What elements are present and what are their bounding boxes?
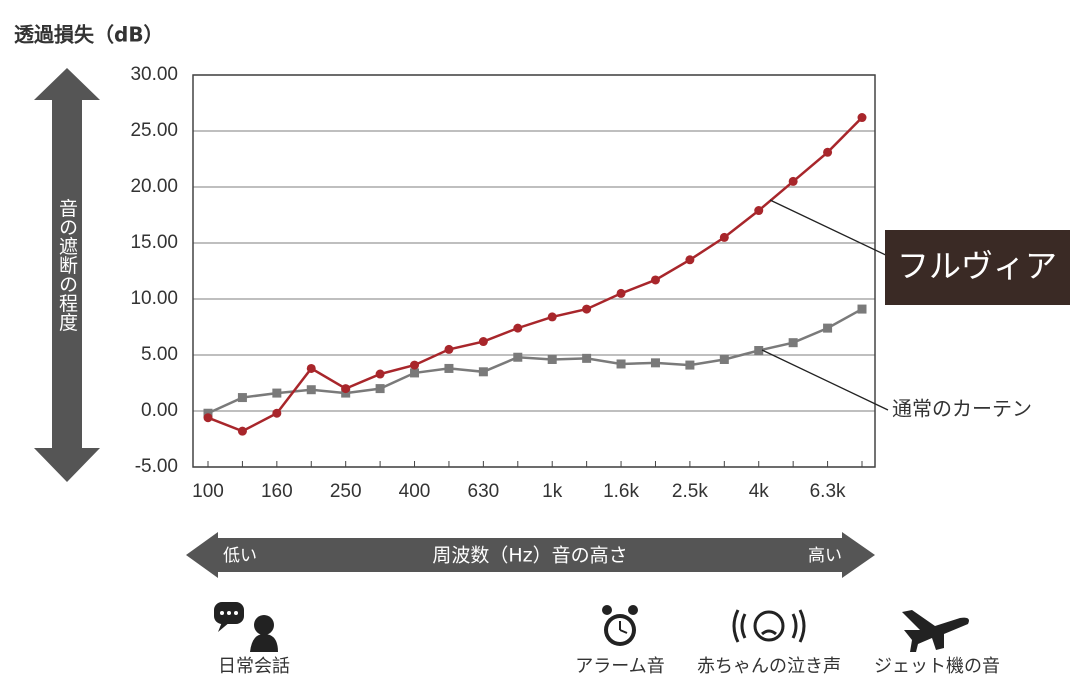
point — [685, 360, 695, 370]
point — [857, 113, 867, 123]
x-tick-label: 630 — [468, 481, 500, 502]
point — [513, 352, 523, 362]
point — [685, 255, 695, 265]
y-tick-label: 20.00 — [130, 176, 178, 197]
example-label: ジェット機の音 — [874, 656, 1000, 677]
y-tick-label: -5.00 — [135, 456, 178, 477]
y-tick-label: 25.00 — [130, 120, 178, 141]
point — [237, 393, 247, 403]
arrow-low: 低い — [223, 546, 257, 566]
x-tick-label: 1.6k — [603, 481, 639, 502]
point — [754, 346, 764, 356]
plot-frame — [192, 74, 876, 468]
point — [788, 176, 798, 186]
vertical-arrow — [34, 68, 100, 482]
point — [616, 288, 626, 298]
point — [513, 323, 523, 333]
x-tick-label: 2.5k — [672, 481, 708, 502]
point — [444, 363, 454, 373]
y-tick-label: 5.00 — [141, 344, 178, 365]
point — [616, 359, 626, 369]
point — [375, 384, 385, 394]
example-label: 日常会話 — [218, 656, 290, 677]
point — [272, 388, 282, 398]
x-tick-label: 100 — [192, 481, 224, 502]
y-tick-label: 30.00 — [130, 64, 178, 85]
point — [547, 354, 557, 364]
legend-label: フルヴィア — [897, 247, 1057, 285]
point — [547, 312, 557, 322]
point — [719, 232, 729, 242]
point — [478, 367, 488, 377]
x-tick-label: 160 — [261, 481, 293, 502]
arrow-label: 周波数（Hz）音の高さ — [432, 545, 627, 567]
point — [857, 304, 867, 314]
point — [650, 358, 660, 368]
point — [478, 337, 488, 347]
x-tick-label: 4k — [749, 481, 770, 502]
x-tick-label: 1k — [542, 481, 563, 502]
point — [823, 147, 833, 157]
series-line — [207, 116, 863, 433]
leader-line — [769, 199, 893, 259]
alarm-icon — [602, 605, 638, 646]
point — [582, 353, 592, 363]
y-tick-label: 0.00 — [141, 400, 178, 421]
horizontal-arrow — [186, 532, 875, 578]
series-label-box — [885, 230, 1070, 305]
series-line — [207, 307, 863, 415]
point — [237, 426, 247, 436]
point — [410, 360, 420, 370]
baby-icon — [732, 609, 806, 643]
point — [444, 344, 454, 354]
legend-label: 通常のカーテン — [892, 397, 1032, 421]
x-tick-label: 400 — [399, 481, 431, 502]
side-label: 音の遮断の程度 — [56, 198, 78, 331]
point — [375, 369, 385, 379]
point — [788, 338, 798, 348]
x-tick-label: 6.3k — [810, 481, 846, 502]
point — [823, 323, 833, 333]
point — [410, 368, 420, 378]
point — [306, 385, 316, 395]
point — [203, 413, 213, 423]
point — [582, 304, 592, 314]
y-axis-title: 透過損失（dB） — [14, 23, 164, 47]
point — [719, 354, 729, 364]
plane-icon — [902, 610, 969, 652]
point — [754, 206, 764, 216]
point — [306, 363, 316, 373]
point — [650, 275, 660, 285]
example-label: 赤ちゃんの泣き声 — [697, 656, 841, 677]
example-label: アラーム音 — [575, 656, 664, 677]
point — [341, 384, 351, 394]
arrow-high: 高い — [808, 546, 842, 566]
y-tick-label: 15.00 — [130, 232, 178, 253]
point — [272, 408, 282, 418]
x-tick-label: 250 — [330, 481, 362, 502]
y-tick-label: 10.00 — [130, 288, 178, 309]
conversation-icon — [214, 602, 278, 652]
leader-line — [761, 349, 889, 411]
